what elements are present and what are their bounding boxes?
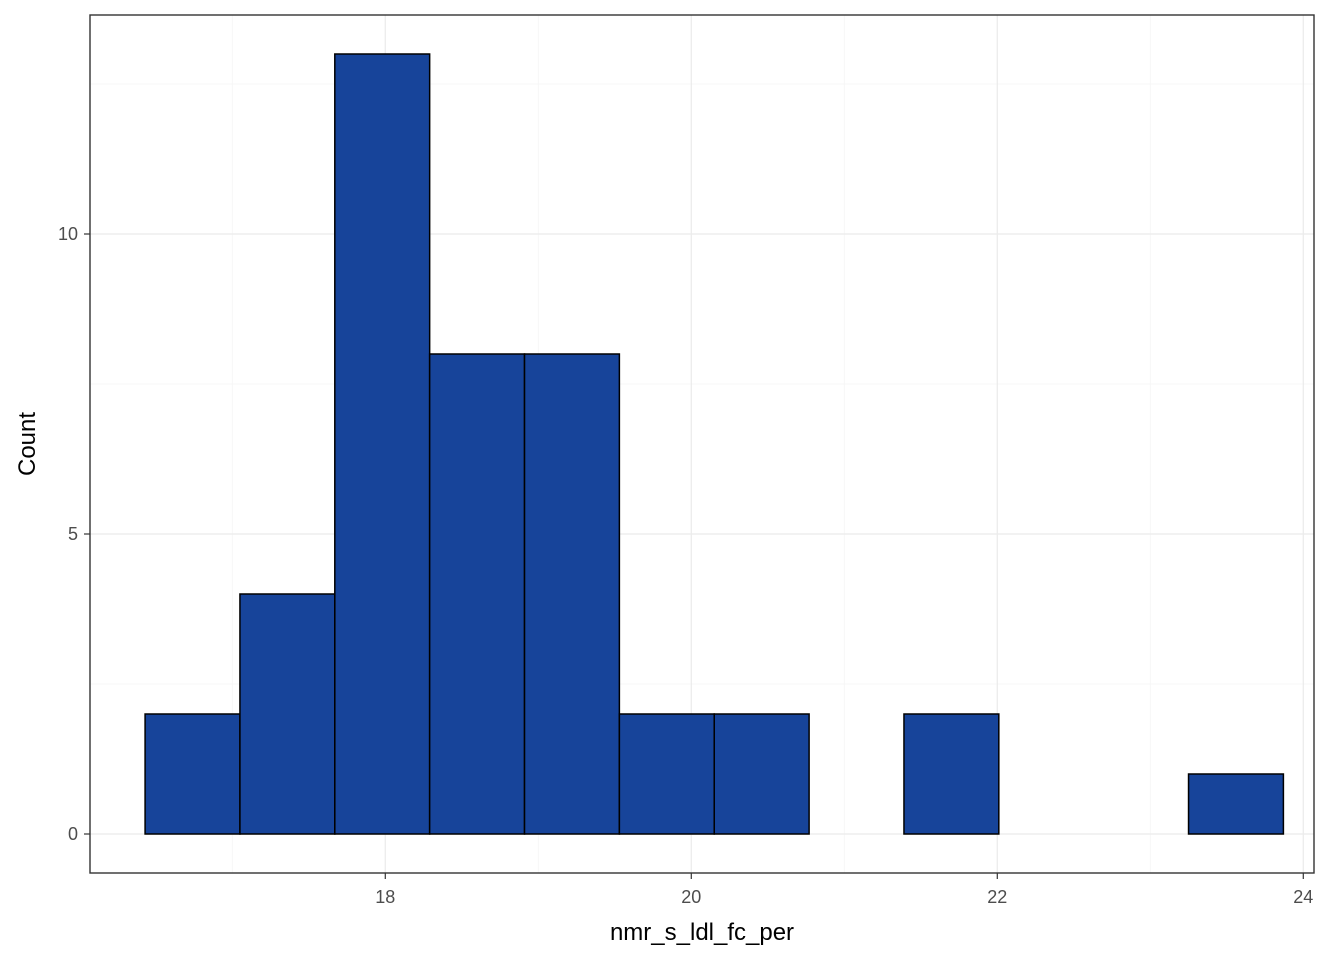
histogram-bar-7 bbox=[713, 713, 810, 835]
y-tick-label: 5 bbox=[68, 524, 78, 544]
y-tick-label: 10 bbox=[58, 224, 78, 244]
histogram-bar-9 bbox=[903, 713, 1000, 835]
histogram-bars bbox=[144, 53, 1285, 835]
x-tick-label: 24 bbox=[1293, 887, 1313, 907]
histogram-bar-2 bbox=[239, 593, 336, 835]
x-tick-label: 18 bbox=[375, 887, 395, 907]
y-axis-title: Count bbox=[14, 412, 41, 476]
x-tick-label: 20 bbox=[681, 887, 701, 907]
histogram-bar-6 bbox=[618, 713, 715, 835]
x-tick-label: 22 bbox=[987, 887, 1007, 907]
tick-labels: 18 20 22 24 0 5 10 bbox=[58, 224, 1313, 907]
histogram-bar-3 bbox=[334, 53, 431, 835]
axis-ticks bbox=[84, 233, 1304, 879]
x-axis-title: nmr_s_ldl_fc_per bbox=[610, 919, 794, 946]
histogram-bar-4 bbox=[428, 353, 526, 835]
panel-border bbox=[89, 14, 1315, 874]
histogram-bar-5 bbox=[523, 353, 621, 835]
y-tick-label: 0 bbox=[68, 824, 78, 844]
histogram-bar-1 bbox=[144, 713, 241, 835]
histogram-bar-12 bbox=[1187, 773, 1285, 835]
